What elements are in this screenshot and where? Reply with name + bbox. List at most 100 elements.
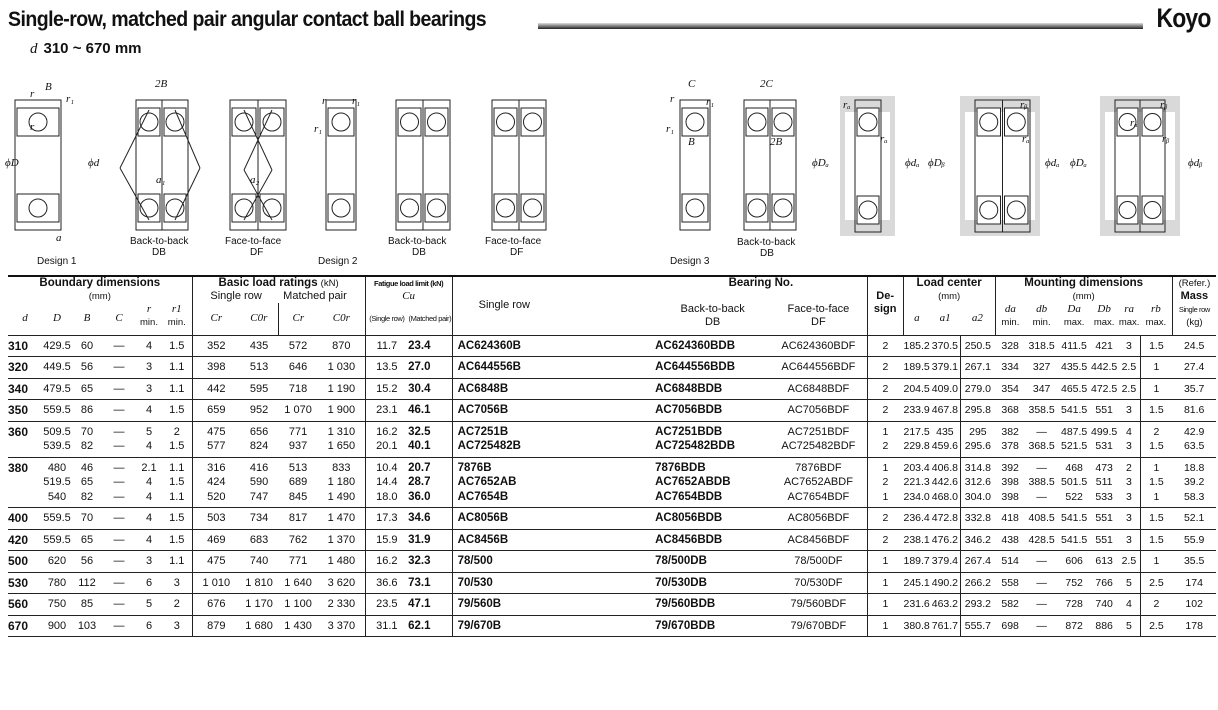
value: 1.1: [169, 555, 185, 567]
col-cu-pair: (Matched pair): [408, 314, 452, 324]
bearing-number: 32.5: [408, 425, 431, 438]
label-2B: 2B: [770, 136, 783, 148]
value: 519.5: [43, 476, 71, 488]
value: 4: [145, 339, 153, 352]
value: 398: [1001, 490, 1019, 503]
value: 1.5: [169, 476, 185, 488]
ball: [165, 198, 185, 218]
value: 1 480: [327, 555, 356, 567]
cell: 24.5: [1172, 334, 1217, 357]
value: 656: [249, 425, 269, 438]
value: —: [113, 425, 125, 438]
ball: [427, 198, 446, 218]
value: 295.8: [964, 404, 992, 416]
value: 2: [173, 598, 180, 610]
table-row: 670 900 103 — 6 3 879 1 680 1 430 3 370 31.1 62.1 79…: [8, 614, 1217, 637]
col-df: Face-to-face DF: [787, 303, 850, 328]
value: 295.6: [964, 440, 992, 452]
table-row: 400 559.5 70 — 4 1.5 503 734 817 1 470 17.3 34.6 AC8…: [8, 507, 1217, 529]
value: 6: [145, 619, 153, 632]
cell: 78/500DF: [770, 550, 868, 572]
value: 2: [882, 533, 889, 546]
size-range: d 310 ~ 670 mm: [30, 40, 142, 58]
cell: 728: [1058, 593, 1091, 615]
cell: 316 424 520: [191, 456, 241, 508]
cell: 62.1: [408, 614, 453, 637]
cell: 2: [866, 334, 904, 357]
cell: 189.5: [903, 356, 931, 378]
cell: 3: [136, 550, 162, 572]
value: 3: [145, 361, 153, 373]
cell: AC8456BDF: [770, 528, 868, 551]
cell: 203.4 221.3 234.0: [903, 456, 931, 508]
bearing-outline: [325, 99, 357, 231]
label-r1: r₁: [314, 123, 322, 135]
bearing-number: 31.9: [408, 533, 431, 546]
value: 2.5: [1121, 382, 1137, 395]
cell: AC6848BDF: [770, 377, 868, 400]
cell: 332.8: [959, 507, 996, 529]
value: 4: [145, 440, 153, 452]
cell: 870: [318, 334, 366, 357]
value: 368: [1001, 404, 1019, 416]
value: 1 370: [327, 533, 356, 546]
value: 2: [1153, 425, 1160, 438]
cell: 47.1: [408, 593, 453, 615]
value: 503: [207, 512, 226, 524]
design-1-label: Design 1: [37, 256, 77, 267]
table-row: 360 509.5 539.5 70 82— —5 4 2 1.5 475 577 656 824 771…: [8, 420, 1217, 457]
col-B: B: [83, 312, 91, 325]
value: 514: [1001, 555, 1019, 567]
cell: —: [102, 528, 136, 551]
cell: 174: [1172, 571, 1217, 594]
col-c0r: C0r: [250, 312, 268, 325]
value: 1 490: [327, 490, 356, 503]
label-rb: rᵦ: [1162, 133, 1169, 145]
cell: 1: [866, 571, 904, 594]
cell: 2.5: [1139, 614, 1173, 637]
value: 24.5: [1183, 339, 1205, 352]
bearing-number: AC644556BDB: [655, 361, 736, 373]
value: 334: [1001, 361, 1019, 373]
cell: 60: [72, 334, 102, 357]
cell: 513 689 845: [278, 456, 319, 508]
cell: 17.3: [364, 507, 409, 529]
value: 1.5: [169, 512, 185, 524]
cell: 7876B AC7652AB AC7654B: [451, 456, 656, 508]
value: 1: [1153, 382, 1160, 395]
cell: 2.5: [1139, 571, 1173, 594]
cell: 1.5: [162, 528, 193, 551]
bearing-outline: [161, 99, 189, 231]
value: 55.9: [1183, 533, 1205, 546]
value: 438: [1001, 533, 1019, 546]
bearing-outline: [14, 99, 62, 231]
value: 2: [173, 425, 180, 438]
cell: 541.5: [1058, 507, 1091, 529]
value: 606: [1065, 555, 1083, 567]
mounting-header: Mounting dimensions (mm): [994, 275, 1173, 303]
bearing-number: 7876BDB: [655, 461, 706, 474]
bearing-number: 47.1: [408, 598, 431, 610]
bearing-number: 70/530DB: [655, 576, 707, 589]
bearing-table: Boundary dimensions (mm) Basic load ratin…: [8, 275, 1217, 637]
cell: 1.1 1.5 1.1: [162, 456, 193, 508]
ball: [1006, 112, 1026, 132]
value: 5: [145, 598, 153, 610]
value: 2: [882, 361, 889, 373]
cell: 1 2 1: [866, 456, 904, 508]
cell: 2: [162, 593, 193, 615]
bearing-number: 62.1: [408, 619, 431, 632]
value: 60: [80, 339, 94, 352]
value: 683: [249, 533, 269, 546]
cell: 472.8: [930, 507, 961, 529]
value: 1.5: [1149, 339, 1164, 352]
value: 752: [1065, 576, 1083, 589]
value: 541.5: [1061, 404, 1088, 416]
bearing-number: AC7654BDB: [655, 490, 723, 503]
ball: [262, 112, 282, 132]
bearing-number: 27.0: [408, 361, 431, 373]
value: 85: [80, 598, 94, 610]
cell: 70 82: [72, 420, 102, 457]
ball: [685, 112, 705, 132]
